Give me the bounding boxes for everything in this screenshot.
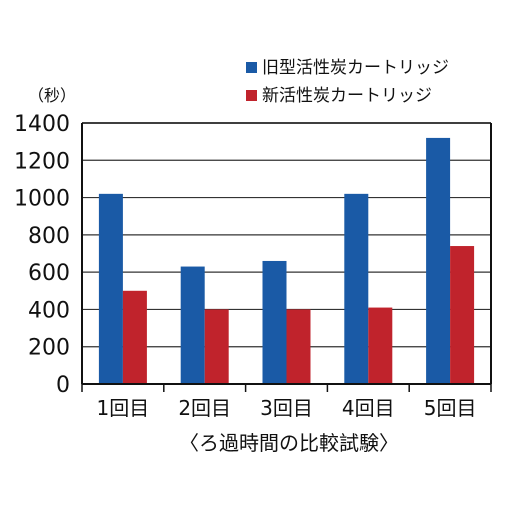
bar-old-2 (180, 266, 205, 384)
legend-label: 新活性炭カートリッジ (262, 86, 432, 106)
y-tick-label: 0 (56, 373, 70, 398)
bar-old-3 (262, 260, 287, 384)
x-tick-labels: 1回目 2回目 3回目 4回目 5回目 (97, 396, 477, 420)
x-tick-label: 2回目 (178, 396, 231, 420)
y-tick-label: 800 (28, 224, 70, 249)
y-tick-label: 1400 (14, 112, 70, 137)
bar-new-2 (204, 309, 229, 384)
y-tick-label: 1200 (14, 149, 70, 174)
legend-swatch (246, 62, 257, 73)
x-tick-label: 3回目 (260, 396, 313, 420)
bar-old-1 (98, 193, 123, 384)
y-tick-label: 600 (28, 261, 70, 286)
x-tick-label: 1回目 (97, 396, 150, 420)
x-axis-label: 〈ろ過時間の比較試験〉 (179, 431, 399, 455)
legend-label: 旧型活性炭カートリッジ (262, 58, 449, 78)
bar-new-1 (122, 290, 147, 384)
legend-swatch (246, 90, 257, 101)
bar-old-5 (426, 137, 451, 384)
bar-new-3 (286, 309, 311, 384)
x-tick-label: 4回目 (342, 396, 395, 420)
axes (81, 122, 492, 392)
y-tick-labels: 0 200 400 600 800 1000 1200 1400 (14, 112, 70, 398)
y-tick-label: 400 (28, 298, 70, 323)
x-tick-label: 5回目 (424, 396, 477, 420)
bar-new-4 (368, 307, 393, 384)
y-tick-label: 200 (28, 336, 70, 361)
bar-new-5 (450, 246, 475, 384)
y-unit-label: （秒） (28, 86, 76, 105)
bars (98, 137, 475, 384)
bar-old-4 (344, 193, 369, 384)
y-tick-label: 1000 (14, 187, 70, 212)
